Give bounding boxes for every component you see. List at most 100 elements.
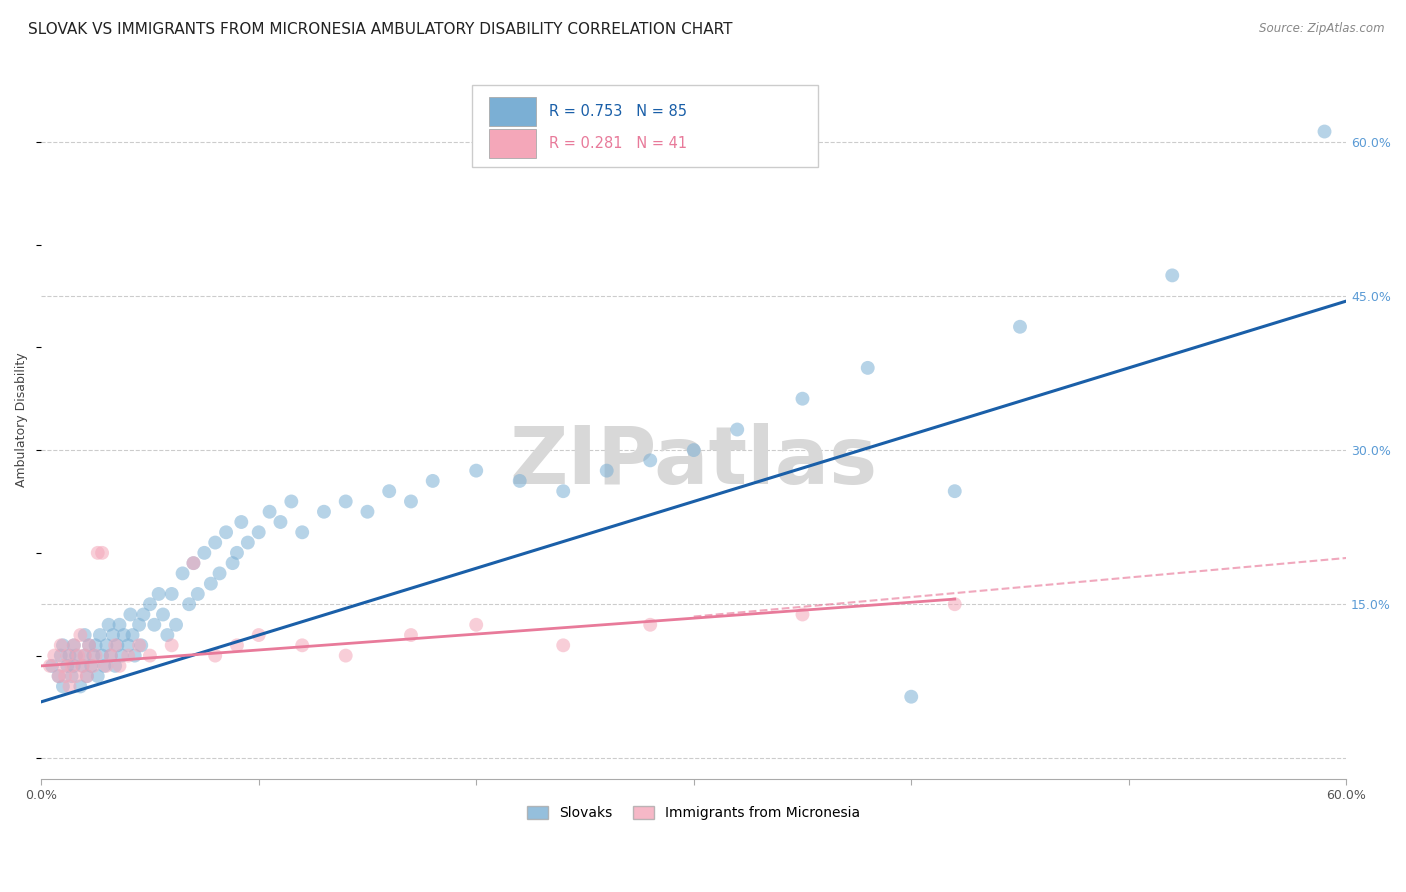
Point [312,505,335,519]
Point [204,648,226,663]
Point [596,464,619,478]
Point [48,669,70,683]
Point [58,648,80,663]
Point [82,658,104,673]
Point [52,638,75,652]
Point [93,658,115,673]
Point [143,617,166,632]
Point [399,494,422,508]
Legend: Slovaks, Immigrants from Micronesia: Slovaks, Immigrants from Micronesia [522,801,866,826]
Point [91,648,114,663]
Point [422,474,444,488]
Point [117,648,139,663]
Point [38,658,60,673]
Point [187,587,209,601]
Point [356,505,378,519]
Point [77,638,100,652]
Point [87,546,110,560]
Point [91,546,114,560]
Point [247,525,270,540]
Point [97,617,120,632]
Point [378,484,401,499]
Point [73,648,96,663]
Point [121,628,143,642]
Point [221,556,243,570]
Point [943,484,966,499]
Point [226,638,249,652]
Point [335,494,357,508]
Point [291,525,314,540]
Point [269,515,291,529]
Point [204,535,226,549]
Y-axis label: Ambulatory Disability: Ambulatory Disability [15,352,28,486]
Point [1008,319,1031,334]
Point [792,607,814,622]
FancyBboxPatch shape [489,97,536,126]
Point [80,658,103,673]
Point [129,638,152,652]
FancyBboxPatch shape [472,85,818,168]
Point [100,648,122,663]
Text: R = 0.753   N = 85: R = 0.753 N = 85 [548,103,688,119]
Point [553,638,575,652]
Point [682,443,704,458]
Point [96,658,118,673]
Point [465,617,488,632]
Point [69,680,91,694]
Point [72,658,94,673]
Point [56,648,79,663]
Point [69,628,91,642]
Point [183,556,205,570]
Point [72,658,94,673]
Point [152,607,174,622]
Point [208,566,231,581]
Point [44,648,66,663]
Point [139,597,162,611]
Point [132,607,155,622]
Point [41,658,63,673]
Point [259,505,281,519]
Point [73,648,96,663]
Point [63,638,86,652]
Point [49,648,72,663]
Point [638,453,661,467]
Point [60,658,83,673]
Point [108,658,131,673]
Point [120,607,142,622]
Point [124,648,146,663]
Point [82,648,104,663]
Point [128,617,150,632]
Point [128,638,150,652]
Point [111,648,134,663]
Point [63,658,86,673]
Point [1313,124,1336,138]
Point [792,392,814,406]
Point [280,494,302,508]
Point [236,535,259,549]
Point [638,617,661,632]
Point [856,360,879,375]
Point [58,680,80,694]
Point [399,628,422,642]
Point [104,658,127,673]
Point [165,617,187,632]
Point [100,648,122,663]
Point [52,658,75,673]
Point [183,556,205,570]
Point [112,628,135,642]
Point [84,648,107,663]
Point [193,546,215,560]
Point [96,638,118,652]
Point [89,628,111,642]
Point [139,648,162,663]
Point [156,628,179,642]
FancyBboxPatch shape [489,129,536,158]
Point [63,638,86,652]
Text: ZIPatlas: ZIPatlas [509,424,877,501]
Point [65,648,87,663]
Point [76,669,98,683]
Point [48,669,70,683]
Point [553,484,575,499]
Point [52,680,75,694]
Point [172,566,194,581]
